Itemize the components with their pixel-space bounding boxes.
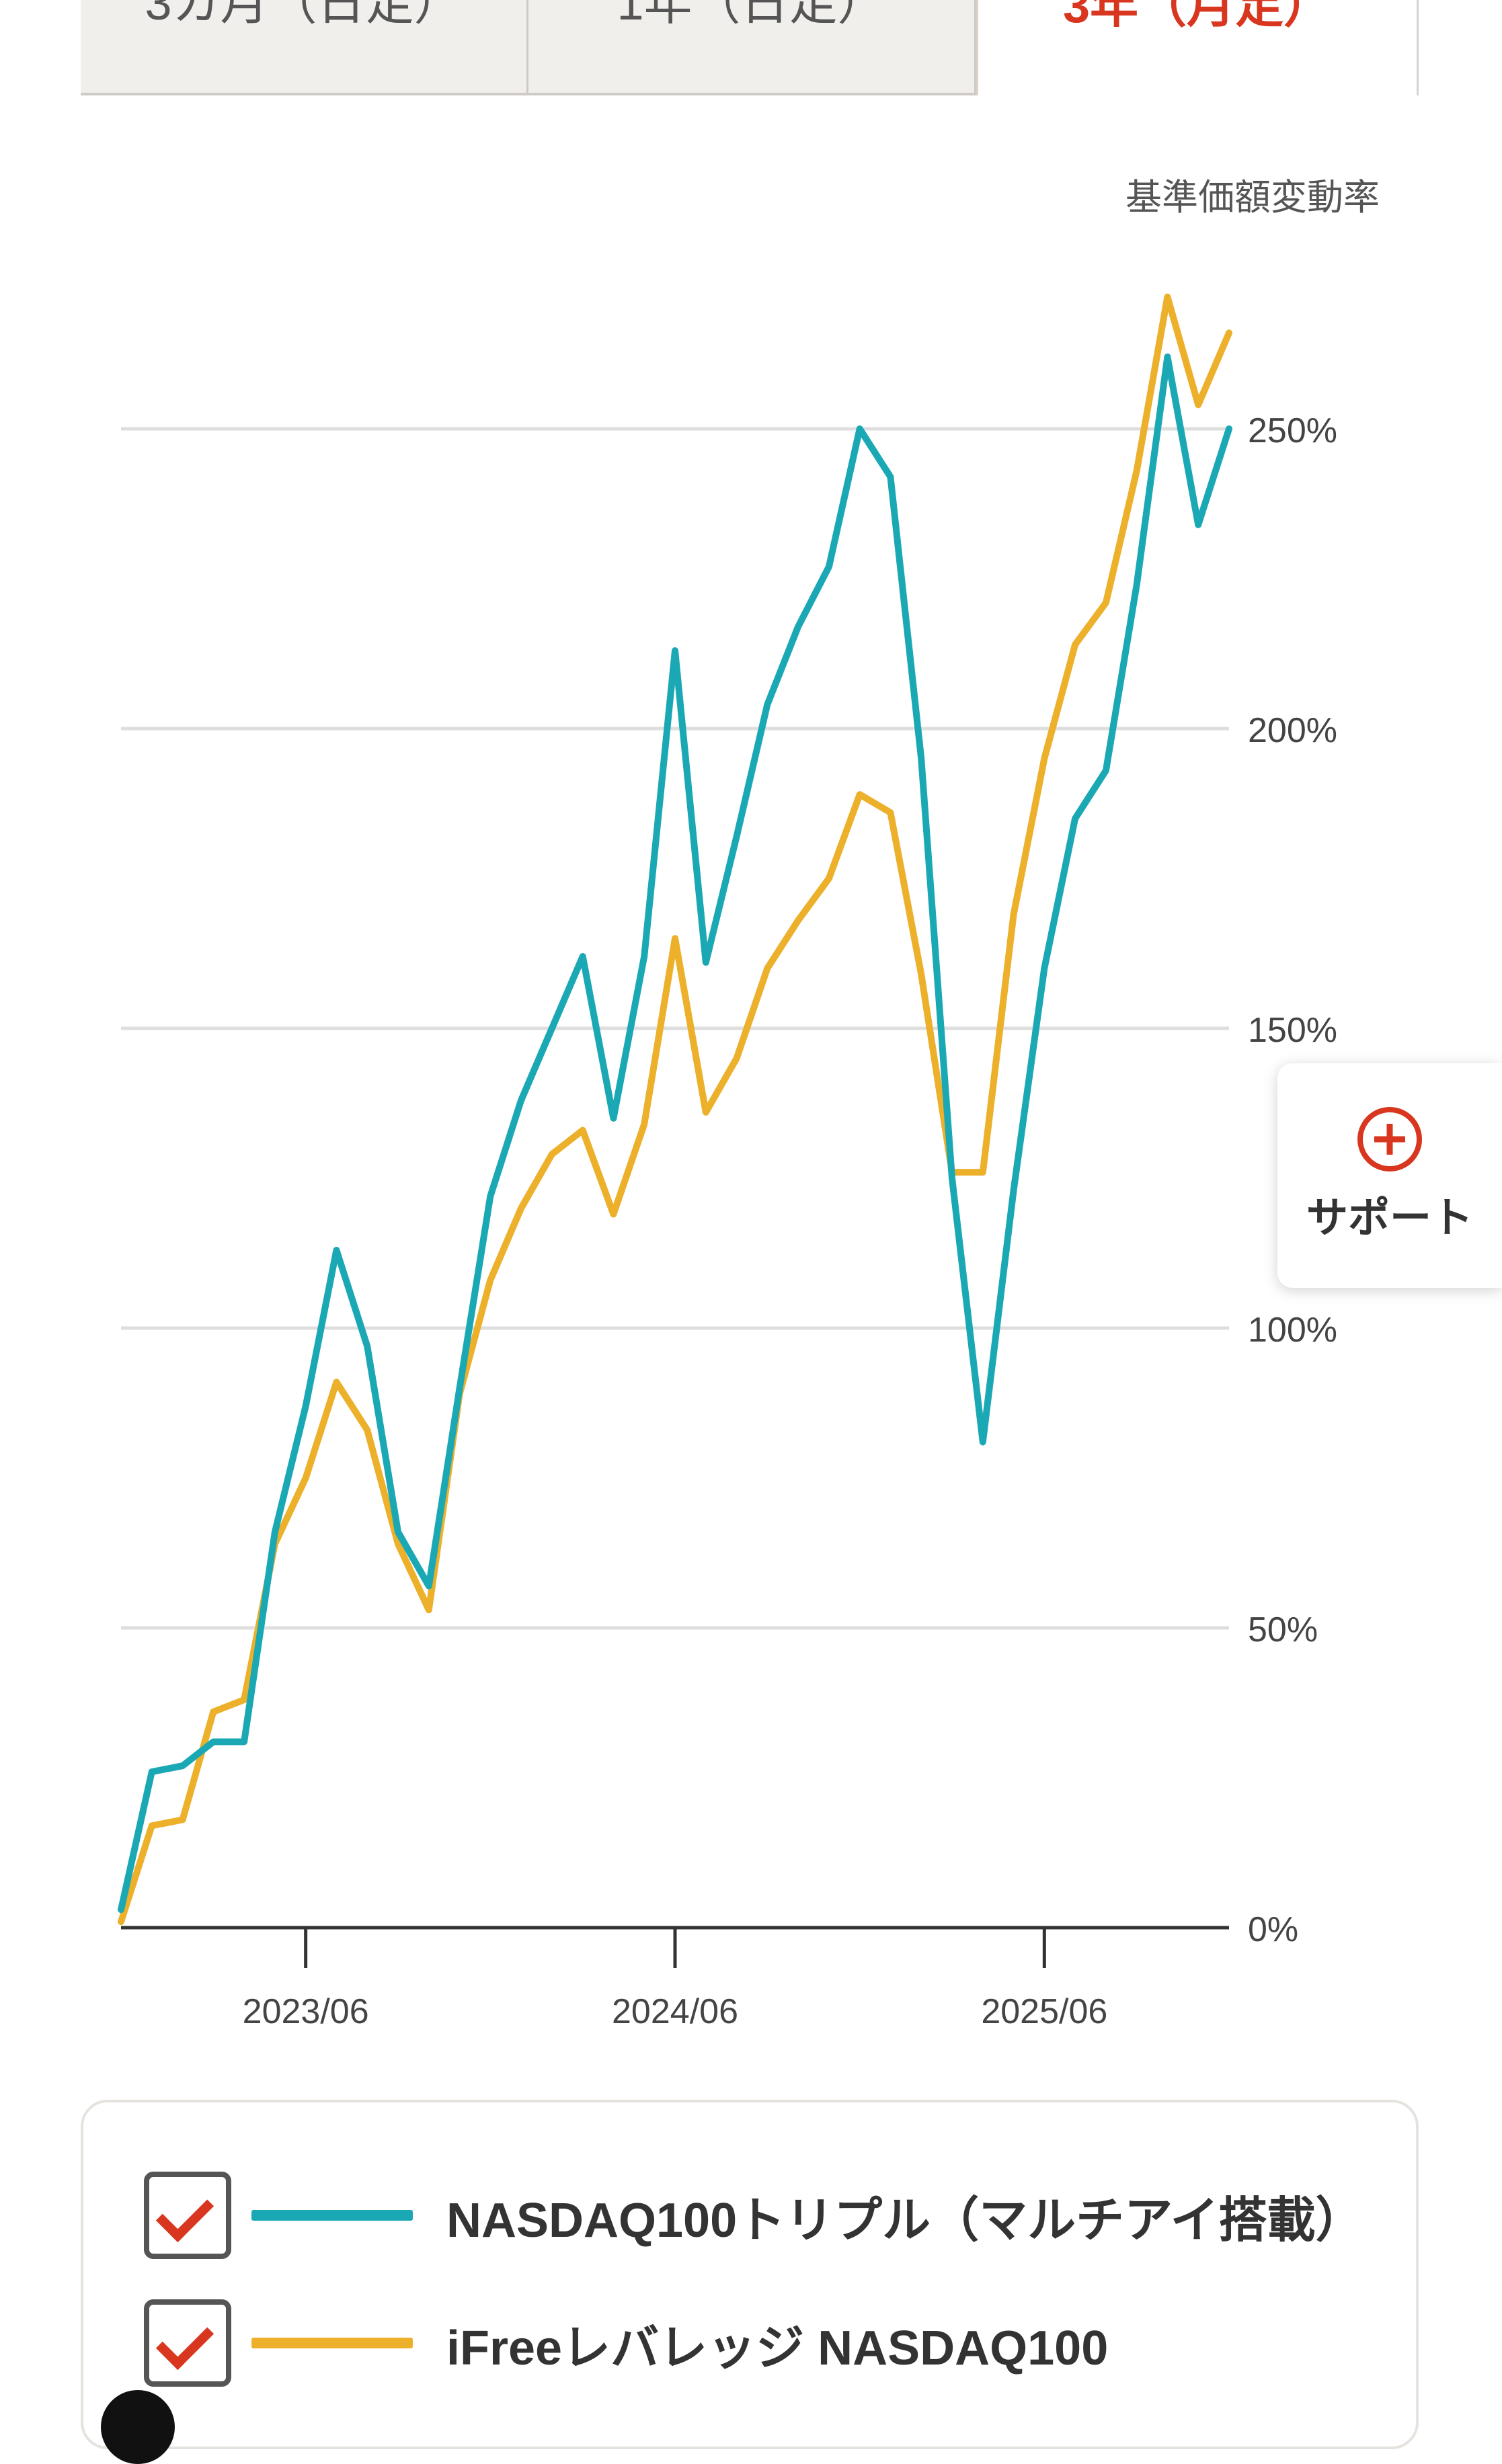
plus-circle-icon [1357, 1107, 1422, 1172]
y-tick-label: 250% [1248, 411, 1337, 450]
series-line [118, 354, 1232, 1914]
y-tick-label: 200% [1248, 711, 1337, 750]
x-tick-label: 2024/06 [612, 1992, 738, 2031]
tab-3-years[interactable]: 3年（月足） [976, 0, 1419, 95]
y-tick-label: 150% [1248, 1011, 1337, 1050]
legend-item-ifree[interactable]: iFreeレバレッジ NASDAQ100 [144, 2296, 1108, 2390]
y-tick-label: 0% [1248, 1910, 1298, 1949]
x-tick-label: 2023/06 [243, 1992, 369, 2031]
x-tick-label: 2025/06 [981, 1992, 1107, 2031]
tab-1-year[interactable]: 1年（日足） [528, 0, 976, 95]
legend-label: NASDAQ100トリプル（マルチアイ搭載） [446, 2193, 1364, 2248]
support-label: サポート [1306, 1195, 1473, 1241]
performance-chart: 基準価額変動率 0% 50% 100% 150% 200% 250% 2023/06 2024/… [118, 177, 1380, 2031]
tab-label: 3年（月足） [1062, 0, 1333, 33]
y-tick-label: 50% [1248, 1610, 1318, 1649]
gear-icon[interactable] [101, 2390, 175, 2464]
legend-item-triple[interactable]: NASDAQ100トリプル（マルチアイ搭載） [144, 2168, 1364, 2262]
checkbox-checked-icon[interactable] [144, 2299, 231, 2387]
chart-svg: 基準価額変動率 0% 50% 100% 150% 200% 250% 2023/06 2024/… [118, 177, 1380, 2031]
legend-label: iFreeレバレッジ NASDAQ100 [446, 2321, 1109, 2375]
tab-label: 1年（日足） [617, 0, 886, 30]
support-button[interactable]: サポート [1277, 1063, 1502, 1288]
series-line [118, 293, 1232, 1926]
period-tabs: 3カ月（日足） 1年（日足） 3年（月足） [81, 0, 1419, 97]
series-swatch [251, 2210, 413, 2221]
checkbox-checked-icon[interactable] [144, 2172, 231, 2259]
tab-label: 3カ月（日足） [145, 0, 463, 30]
legend: NASDAQ100トリプル（マルチアイ搭載） iFreeレバレッジ NASDAQ… [81, 2100, 1419, 2449]
y-axis-label: 基準価額変動率 [1125, 177, 1380, 218]
series-swatch [251, 2338, 413, 2348]
y-tick-label: 100% [1248, 1311, 1337, 1350]
tab-3-months[interactable]: 3カ月（日足） [81, 0, 528, 95]
